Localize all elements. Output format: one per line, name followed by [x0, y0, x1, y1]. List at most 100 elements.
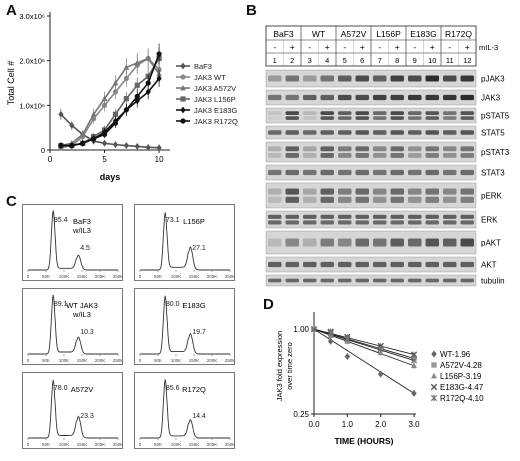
legend-marker	[180, 62, 186, 70]
blot-band	[355, 146, 369, 152]
histogram-tick-label: 50K	[154, 442, 162, 447]
group-label: BaF3	[273, 29, 294, 39]
blot-band	[460, 214, 474, 219]
blot-band	[390, 214, 404, 219]
blot-band	[460, 169, 474, 176]
x-tick-label: 1.0	[342, 420, 354, 429]
histogram-tick-label: 250K	[113, 274, 124, 279]
blot-band	[355, 278, 369, 283]
blot-band	[460, 153, 474, 158]
blot-band	[408, 214, 422, 219]
blot-band	[285, 130, 299, 135]
peak1-value: 89.1	[54, 301, 68, 308]
blot-band	[355, 261, 369, 268]
peak2-value: 27.1	[192, 245, 206, 252]
histogram-curve	[140, 212, 230, 271]
blot-band	[373, 75, 387, 82]
blot-band	[443, 238, 457, 247]
blot-band	[460, 111, 474, 115]
x-tick-label: 0.0	[308, 420, 320, 429]
mil3-sign: +	[325, 42, 330, 52]
histogram-tick-label: 50K	[42, 274, 50, 279]
blot-band	[338, 94, 352, 101]
peak1-value: 78.0	[54, 385, 68, 392]
blot-band	[373, 111, 387, 115]
blot-band	[460, 278, 474, 283]
blot-band	[443, 261, 457, 268]
blot-band	[303, 238, 317, 247]
histogram-box	[134, 288, 235, 365]
data-point	[123, 64, 130, 70]
legend-entry: JAK3 E183G	[194, 106, 238, 115]
blot-row-label: pJAK3	[481, 75, 505, 84]
blot-band	[373, 214, 387, 219]
histogram-curve	[28, 379, 118, 439]
blot-row-label: ERK	[481, 216, 498, 225]
legend-marker	[431, 350, 437, 358]
y-tick-label: 3.0x10⁶	[19, 12, 45, 21]
blot-strip	[265, 89, 477, 106]
blot-strip	[265, 210, 477, 229]
data-point	[112, 79, 119, 86]
jak3-decay-chart: 1.00 0.250.0 1.0 2.0 3.0 TIME (HOURS) JAK3 fol…	[275, 312, 484, 446]
lane-number: 9	[413, 56, 417, 65]
histogram-label: R172Q	[182, 385, 206, 394]
legend-marker	[430, 383, 438, 391]
blot-band	[303, 278, 317, 283]
legend-entry: WT-1.96	[440, 350, 471, 359]
data-point	[145, 143, 151, 151]
data-point	[156, 75, 162, 82]
blot-band	[338, 196, 352, 203]
blot-band	[443, 196, 457, 203]
mil3-sign: +	[290, 42, 295, 52]
legend-marker	[180, 96, 186, 102]
blot-strip	[265, 274, 477, 287]
lane-number: 8	[395, 56, 399, 65]
data-point	[145, 80, 151, 86]
blot-band	[373, 153, 387, 158]
histogram-tick-label: 0	[139, 442, 142, 447]
data-point	[377, 370, 384, 378]
group-label: R172Q	[445, 29, 472, 39]
mil3-sign: -	[273, 42, 276, 52]
blot-band	[443, 130, 457, 135]
blot-band	[355, 130, 369, 135]
blot-band	[425, 169, 439, 176]
blot-band	[443, 146, 457, 152]
blot-band	[408, 111, 422, 115]
blot-band	[443, 220, 457, 225]
blot-band	[320, 196, 334, 203]
peak2-value: 14.4	[192, 413, 206, 420]
lane-number: 10	[428, 56, 436, 65]
histogram-tick-label: 100K	[59, 442, 70, 447]
blot-strip	[265, 182, 477, 209]
blot-band	[268, 169, 282, 176]
histogram-box	[22, 288, 123, 365]
histogram-tick-label: 250K	[113, 358, 124, 363]
blot-band	[285, 238, 299, 247]
blot-band	[425, 146, 439, 152]
blot-band	[355, 196, 369, 203]
legend-entry: A572V-4.28	[440, 361, 482, 370]
histogram-curve	[140, 379, 230, 439]
histogram-tick-label: 50K	[42, 442, 50, 447]
blot-row-label: pSTAT3	[481, 148, 510, 157]
legend-entry: L156P-3.19	[440, 372, 482, 381]
blot-band	[320, 130, 334, 135]
panel-label-a: A	[6, 2, 17, 19]
data-point	[112, 111, 119, 117]
x-axis-label: TIME (HOURS)	[334, 436, 393, 446]
blot-band	[408, 261, 422, 268]
blot-band	[425, 278, 439, 283]
lane-number: 6	[360, 56, 364, 65]
peak2-value: 10.3	[80, 329, 94, 336]
data-point	[123, 96, 129, 102]
blot-row-label: STAT5	[481, 129, 505, 138]
legend-marker	[431, 362, 437, 368]
data-point	[134, 59, 141, 66]
blot-band	[355, 188, 369, 195]
blot-band	[338, 153, 352, 158]
blot-band	[355, 75, 369, 82]
blot-band	[303, 220, 317, 225]
blot-band	[268, 111, 282, 115]
